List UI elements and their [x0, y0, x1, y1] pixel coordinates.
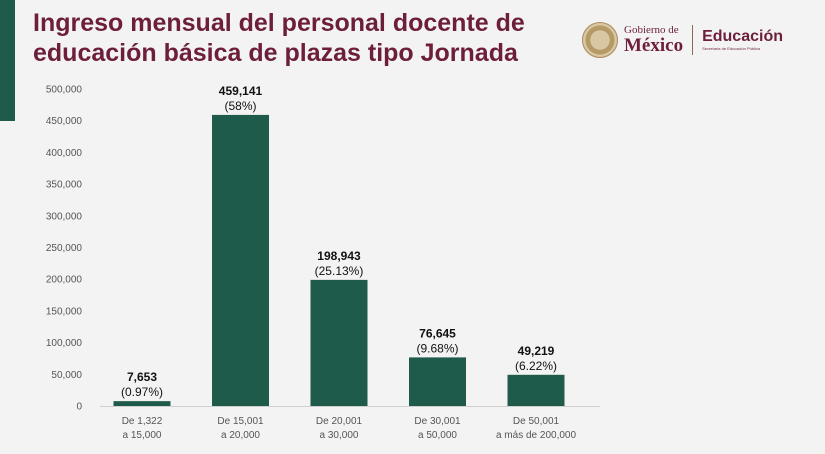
y-tick-label: 350,000 — [46, 180, 83, 191]
page-title: Ingreso mensual del personal docente de … — [33, 9, 525, 67]
y-tick-label: 200,000 — [46, 275, 83, 286]
left-accent-bar — [0, 0, 15, 121]
national-seal-icon — [582, 22, 618, 58]
education-title: Educación — [702, 28, 783, 45]
bar-value-label: 198,943 — [317, 249, 361, 263]
category-label: a más de 200,000 — [496, 430, 576, 441]
category-label: a 30,000 — [320, 430, 359, 441]
y-tick-label: 50,000 — [51, 370, 82, 381]
bar-percent-label: (9.68%) — [416, 341, 458, 355]
category-label: a 50,000 — [418, 430, 457, 441]
y-tick-label: 300,000 — [46, 211, 83, 222]
category-label: De 30,001 — [414, 416, 461, 427]
bar-percent-label: (58%) — [224, 99, 256, 113]
bar — [310, 279, 368, 406]
y-tick-label: 250,000 — [46, 243, 83, 254]
bar-value-label: 7,653 — [127, 370, 157, 384]
y-tick-label: 450,000 — [46, 116, 83, 127]
category-label: a 15,000 — [123, 430, 162, 441]
y-tick-label: 400,000 — [46, 148, 83, 159]
bar-value-label: 49,219 — [518, 344, 555, 358]
gobierno-line2: México — [624, 35, 684, 56]
logo-divider — [692, 25, 694, 55]
government-logo: Gobierno de México Educación Secretaría … — [582, 20, 807, 60]
bar-percent-label: (6.22%) — [515, 359, 557, 373]
category-label: De 15,001 — [217, 416, 264, 427]
y-tick-label: 150,000 — [46, 306, 83, 317]
bar — [212, 114, 269, 407]
category-label: De 20,001 — [316, 416, 363, 427]
bar — [409, 357, 466, 406]
y-tick-label: 0 — [76, 402, 82, 413]
bar-value-label: 459,141 — [219, 84, 263, 98]
category-label: De 1,322 — [122, 416, 163, 427]
bar — [113, 401, 171, 406]
bar-value-label: 76,645 — [419, 326, 456, 340]
gobierno-wordmark: Gobierno de México — [624, 24, 684, 56]
bar — [507, 374, 565, 406]
gobierno-line1: Gobierno de — [624, 24, 679, 36]
education-subtitle: Secretaría de Educación Pública — [702, 46, 761, 51]
y-tick-label: 100,000 — [46, 338, 83, 349]
education-wordmark: Educación Secretaría de Educación Públic… — [702, 29, 783, 51]
category-label: De 50,001 — [513, 416, 560, 427]
category-label: a 20,000 — [221, 430, 260, 441]
bar-percent-label: (25.13%) — [315, 264, 364, 278]
y-tick-label: 500,000 — [46, 85, 83, 96]
bar-percent-label: (0.97%) — [121, 385, 163, 399]
